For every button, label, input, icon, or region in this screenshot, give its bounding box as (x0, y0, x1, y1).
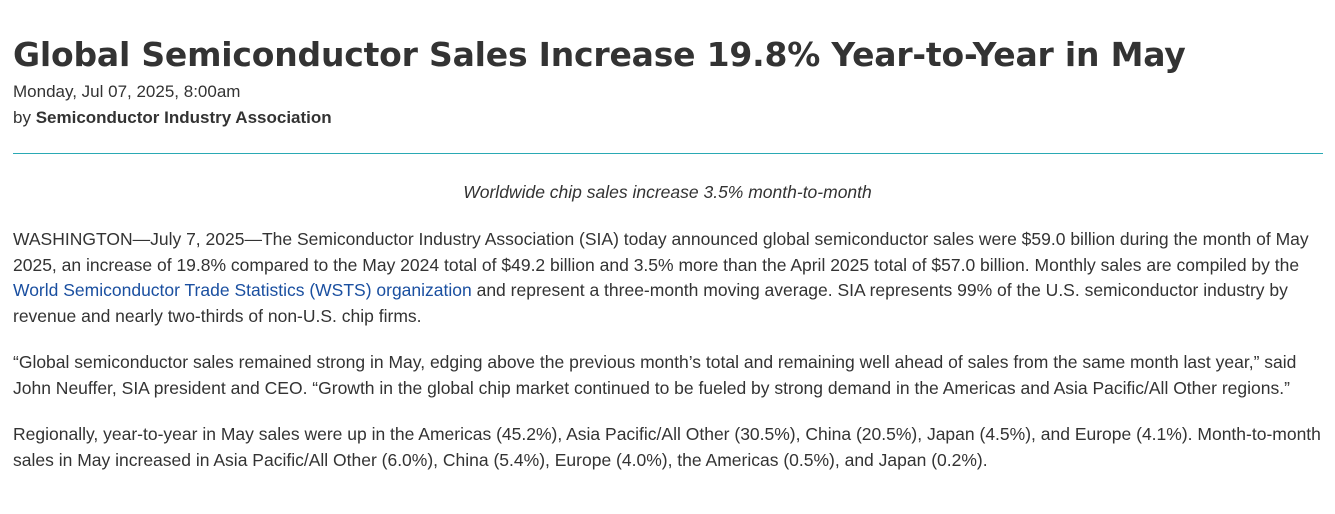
article-subhead: Worldwide chip sales increase 3.5% month… (463, 182, 872, 202)
paragraph-3-regional: Regionally, year-to-year in May sales we… (13, 424, 1321, 470)
press-release-article: Global Semiconductor Sales Increase 19.8… (13, 35, 1323, 470)
paragraph-2-quote: “Global semiconductor sales remained str… (13, 352, 1297, 398)
wsts-link[interactable]: World Semiconductor Trade Statistics (WS… (13, 280, 472, 300)
paragraph-1: WASHINGTON—July 7, 2025—The Semiconducto… (13, 227, 1323, 329)
paragraph-1-text-before: WASHINGTON—July 7, 2025—The Semiconducto… (13, 229, 1309, 275)
byline: by Semiconductor Industry Association (13, 108, 1322, 128)
byline-prefix: by (13, 108, 36, 127)
publish-date: Monday, Jul 07, 2025, 8:00am (13, 82, 241, 101)
author-name: Semiconductor Industry Association (35, 108, 332, 127)
article-title: Global Semiconductor Sales Increase 19.8… (13, 35, 1186, 74)
paragraph-1-text-after: and represent a three-month moving avera… (13, 280, 1288, 326)
header-divider (13, 153, 1323, 154)
